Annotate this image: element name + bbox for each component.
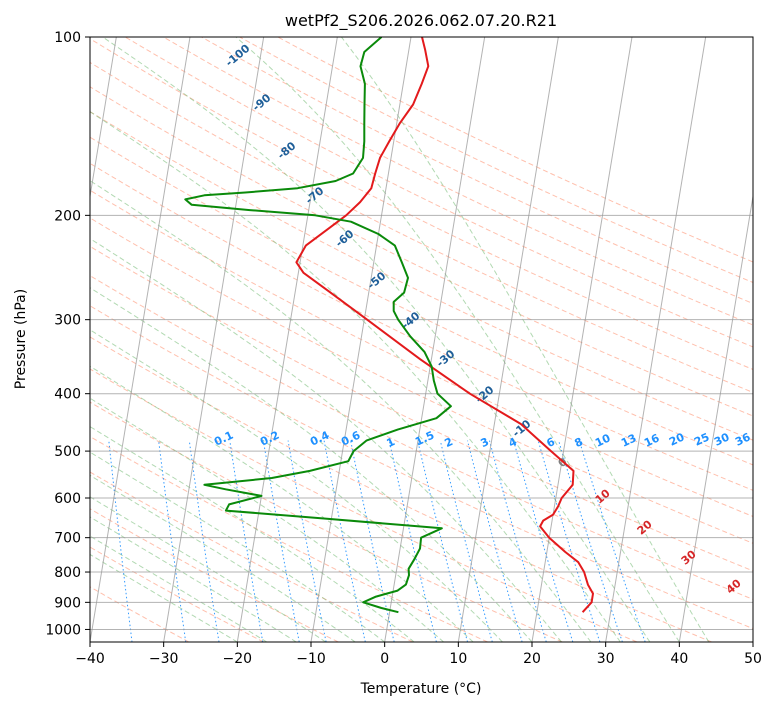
dry-adiabat	[90, 275, 753, 600]
isotherm-line	[531, 37, 633, 642]
x-tick-label: 30	[597, 651, 615, 667]
x-tick-label: −40	[75, 651, 105, 667]
dry-adiabat	[90, 38, 753, 370]
isotherm-gridlines	[90, 37, 753, 642]
dry-adiabat	[90, 368, 638, 642]
isotherm-line	[678, 193, 753, 642]
mixing-ratio-label: 20	[667, 430, 687, 448]
mixing-ratio-line	[388, 440, 437, 642]
moist-adiabat	[90, 553, 238, 642]
mixing-ratio-line	[229, 440, 264, 642]
mixing-ratio-label: 36	[733, 430, 753, 448]
mixing-ratio-line	[287, 440, 327, 642]
y-tick-label: 300	[54, 313, 81, 329]
y-tick-label: 500	[54, 444, 81, 460]
moist-adiabat	[90, 535, 268, 642]
mixing-ratio-label: 25	[692, 430, 711, 448]
y-tick-label: 800	[54, 565, 81, 581]
dry-adiabat	[90, 189, 753, 517]
mixing-ratio-line	[323, 440, 366, 642]
mixing-ratio-line	[108, 440, 133, 642]
moist-adiabat	[90, 451, 385, 642]
x-tick-label: 10	[449, 651, 467, 667]
dewpoint-line	[184, 37, 452, 614]
dry-adiabat	[90, 508, 339, 642]
mixing-ratio-line	[467, 440, 523, 642]
isotherm-line	[236, 37, 338, 642]
y-tick-label: 100	[54, 30, 81, 46]
y-tick-label: 900	[54, 595, 81, 611]
x-tick-label: 50	[744, 651, 762, 667]
y-tick-label: 200	[54, 208, 81, 224]
x-axis: −40 −30 −20 −10 0 10 20 30 40 50	[75, 642, 762, 667]
moist-adiabat	[90, 287, 533, 642]
plot-frame	[89, 36, 754, 643]
dry-adiabat	[90, 401, 563, 642]
dry-adiabat-lines	[90, 37, 753, 642]
isotherm-line	[163, 37, 265, 642]
dry-adiabat	[90, 546, 264, 642]
moist-adiabat	[90, 238, 562, 642]
x-tick-label: −10	[296, 651, 326, 667]
x-tick-label: −20	[223, 651, 253, 667]
moist-adiabat	[90, 180, 592, 642]
dry-adiabat	[90, 336, 712, 642]
mixing-ratio-label: 13	[619, 431, 638, 449]
dry-adiabat	[90, 86, 753, 417]
moist-adiabat	[90, 329, 503, 642]
x-tick-label: 0	[380, 651, 389, 667]
isotherm-line	[90, 37, 117, 200]
mixing-ratio-line	[513, 440, 574, 642]
y-tick-label: 700	[54, 531, 81, 547]
mixing-ratio-line	[158, 440, 187, 642]
mixing-ratio-label: 16	[642, 431, 662, 449]
isotherm-line	[457, 37, 559, 642]
y-axis: 100 200 300 400 500 600 700 800 900 1000	[45, 30, 90, 638]
mixing-ratio-label: 10	[593, 431, 613, 449]
moist-adiabat	[102, 37, 651, 642]
dry-adiabat	[90, 61, 753, 394]
isobar-gridlines	[90, 37, 753, 630]
isotherm-line	[384, 37, 486, 642]
x-tick-label: −30	[149, 651, 179, 667]
isotherm-line	[605, 37, 707, 642]
dry-adiabat	[90, 136, 753, 466]
moist-adiabat	[235, 37, 680, 642]
chart-title: wetPf2_S206.2026.062.07.20.R21	[285, 11, 557, 31]
y-axis-label: Pressure (hPa)	[13, 289, 29, 389]
isotherm-line	[310, 37, 412, 642]
moist-adiabat	[90, 111, 621, 642]
temperature-line	[295, 37, 594, 613]
mixing-ratio-line	[417, 440, 468, 642]
dry-adiabat	[90, 435, 488, 642]
mixing-ratio-line	[262, 440, 300, 642]
moist-adiabat	[341, 37, 710, 642]
sounding-profiles	[184, 37, 594, 614]
x-tick-label: 40	[670, 651, 688, 667]
mixing-ratio-line	[439, 440, 493, 642]
mixing-ratio-line	[188, 440, 220, 642]
mixing-ratio-label: 30	[712, 430, 732, 448]
x-tick-label: 20	[523, 651, 541, 667]
moist-adiabat	[90, 397, 444, 642]
isotherm-line	[90, 37, 191, 642]
dry-adiabat	[90, 162, 753, 491]
x-axis-label: Temperature (°C)	[360, 681, 482, 697]
y-tick-label: 600	[54, 491, 81, 507]
moist-adiabat	[90, 474, 356, 642]
y-tick-label: 1000	[45, 622, 81, 638]
dry-adiabat	[90, 305, 753, 630]
y-tick-label: 400	[54, 387, 81, 403]
dry-adiabat	[90, 111, 753, 441]
mixing-ratio-line	[489, 440, 547, 642]
